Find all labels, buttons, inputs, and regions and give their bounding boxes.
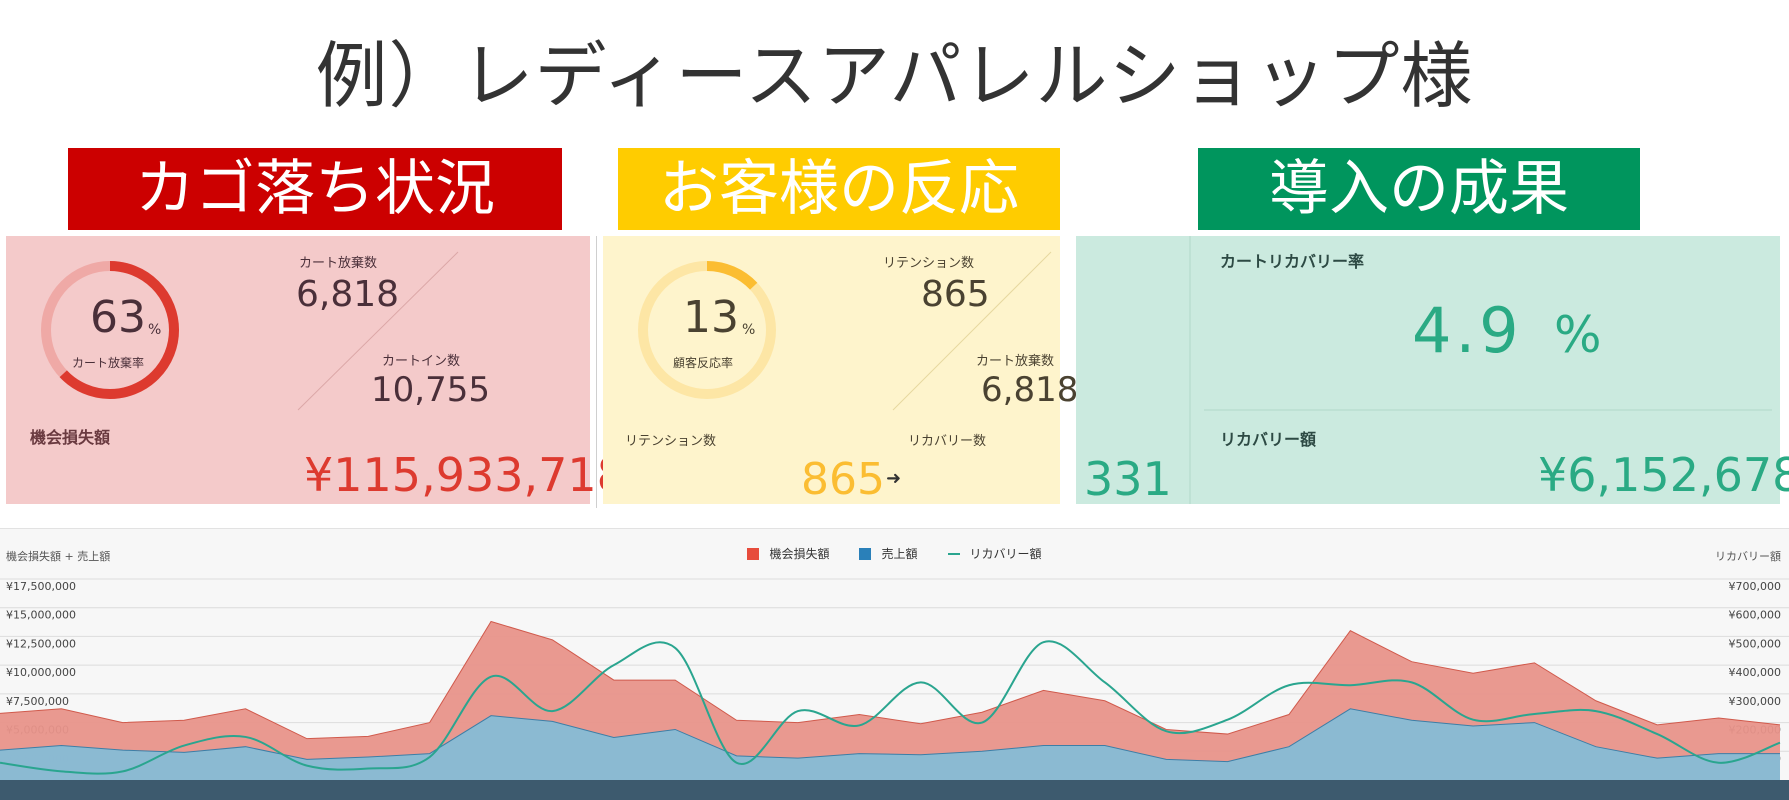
- reaction-abandon-label: カート放棄数: [976, 354, 1055, 369]
- legend-label-loss: 機会損失額: [769, 547, 830, 561]
- legend-label-sales: 売上額: [881, 547, 918, 561]
- cartin-count-label: カートイン数: [382, 354, 461, 369]
- recovery-count-label: リカバリー数: [908, 434, 987, 449]
- abandon-gauge-arc: [41, 261, 179, 399]
- legend-item-loss[interactable]: 機会損失額: [747, 545, 829, 562]
- y-left-tick-label: ¥7,500,000: [6, 695, 69, 708]
- y-left-tick-label: ¥17,500,000: [6, 580, 76, 593]
- reaction-rate-unit: %: [742, 322, 756, 338]
- result-card: 331 カートリカバリー率 4.9 % リカバリー額 ¥6,152,678: [1076, 236, 1789, 506]
- y-right-tick-label: ¥700,000: [1729, 580, 1782, 593]
- y-right-tick-label: ¥600,000: [1729, 609, 1782, 622]
- reaction-rate-label: 顧客反応率: [673, 356, 734, 370]
- legend-item-sales[interactable]: 売上額: [859, 545, 918, 562]
- series-recovery-line: [0, 640, 1781, 775]
- abandon-card-graphics: [41, 251, 459, 411]
- chart-panel: 機会損失額 + 売上額 リカバリー額 機会損失額 売上額 リカバリー額 ¥2,5…: [0, 528, 1789, 800]
- retention-count-value: 865: [921, 274, 990, 315]
- cartin-count-value: 10,755: [371, 370, 490, 410]
- legend-label-recovery: リカバリー額: [969, 547, 1042, 561]
- abandon-diagonal-divider: [297, 251, 459, 411]
- banner-abandon: カゴ落ち状況: [68, 148, 562, 230]
- recovery-amount-value: ¥6,152,678: [1538, 448, 1789, 502]
- abandon-count-value: 6,818: [296, 274, 400, 315]
- left-axis-title: 機会損失額 + 売上額: [6, 550, 111, 563]
- reaction-diagonal-divider: [892, 251, 1052, 411]
- retention-count-label: リテンション数: [883, 256, 975, 271]
- reaction-card: 13 % 顧客反応率 リテンション数 865 カート放棄数 6,818 リテンシ…: [603, 236, 1078, 505]
- recovery-count-value: 331: [1084, 452, 1172, 506]
- recovery-rate-value: 4.9: [1412, 294, 1523, 367]
- series-loss-line: [0, 620, 1781, 740]
- retention-value-2: 865: [801, 454, 885, 505]
- y-left-tick-label: ¥10,000,000: [6, 666, 76, 679]
- right-axis-title: リカバリー額: [1715, 550, 1781, 563]
- abandon-rate-label: カート放棄率: [72, 356, 145, 370]
- abandon-rate-unit: %: [148, 322, 162, 338]
- reaction-gauge-arc: [638, 261, 776, 399]
- loss-label: 機会損失額: [30, 428, 111, 447]
- recovery-rate-unit: %: [1554, 306, 1602, 364]
- legend-item-recovery[interactable]: リカバリー額: [947, 545, 1042, 562]
- abandon-count-label: カート放棄数: [299, 256, 378, 271]
- series-sales-area: [0, 708, 1780, 780]
- recovery-rate-label: カートリカバリー率: [1220, 252, 1365, 271]
- retention-label-2: リテンション数: [625, 434, 717, 449]
- reaction-card-graphics: [638, 251, 1052, 411]
- y-right-tick-label: ¥400,000: [1729, 666, 1782, 679]
- series-sales-line: [0, 708, 1780, 763]
- result-card-graphics: [1189, 236, 1772, 504]
- banner-reaction: お客様の反応: [618, 148, 1060, 230]
- column-divider: [596, 236, 597, 508]
- banner-result: 導入の成果: [1198, 148, 1640, 230]
- abandon-card: 63 % カート放棄率 カート放棄数 6,818 カートイン数 10,755 機…: [6, 236, 626, 504]
- chart-footer-band: [0, 780, 1789, 800]
- y-right-tick-label: ¥300,000: [1729, 695, 1782, 708]
- legend-swatch-sales: [859, 547, 872, 560]
- abandon-rate-value: 63: [90, 292, 146, 343]
- y-left-tick-label: ¥12,500,000: [6, 637, 76, 650]
- reaction-abandon-value: 6,818: [981, 370, 1079, 410]
- chart-legend: 機会損失額 売上額 リカバリー額: [0, 545, 1789, 562]
- area-chart: ¥2,500,000¥100,000¥5,000,000¥200,000¥7,5…: [0, 578, 1789, 800]
- legend-swatch-loss: [747, 547, 760, 560]
- page-title: 例）レディースアパレルショップ様: [315, 34, 1474, 118]
- arrow-right-icon: ➜: [886, 468, 902, 489]
- loss-value: ¥115,933,718: [304, 448, 626, 502]
- reaction-rate-value: 13: [683, 292, 739, 343]
- recovery-amount-label: リカバリー額: [1220, 430, 1317, 449]
- y-left-tick-label: ¥15,000,000: [6, 609, 76, 622]
- legend-swatch-recovery: [947, 552, 960, 555]
- y-right-tick-label: ¥500,000: [1729, 637, 1782, 650]
